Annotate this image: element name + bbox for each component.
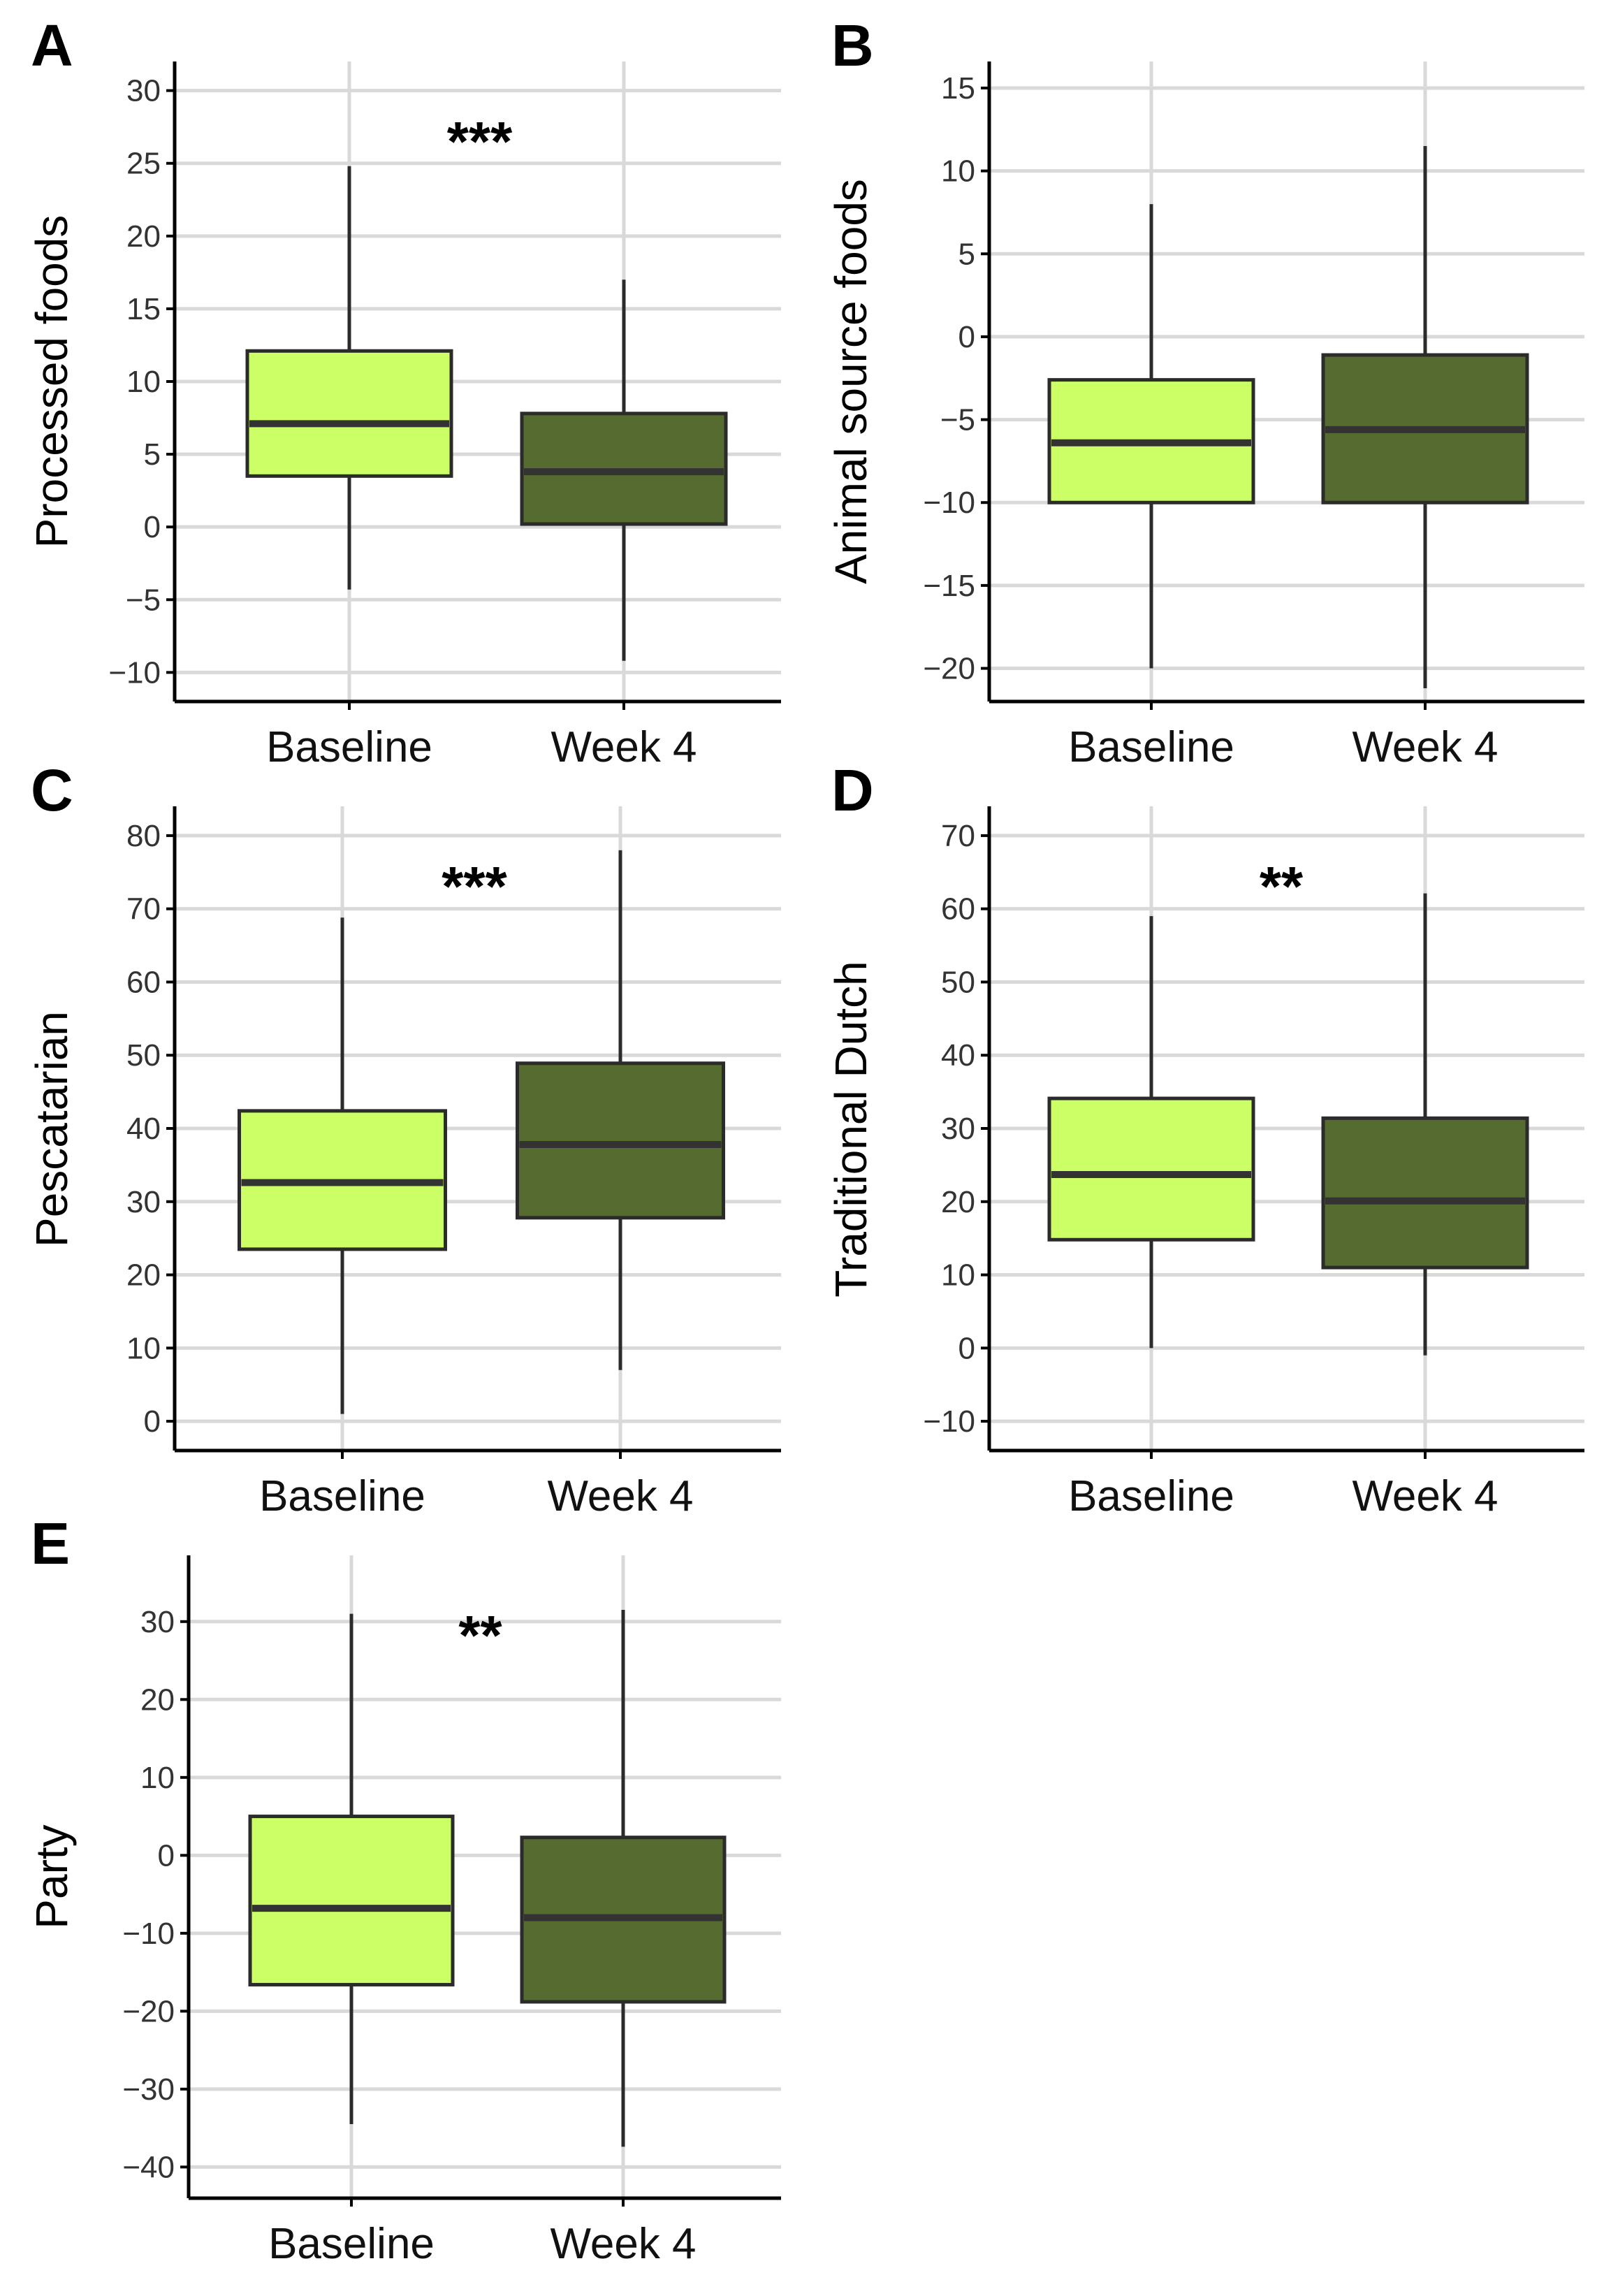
x-tick-label: Week 4 (1352, 723, 1498, 771)
panels: −10 −5 0 5 10 15 20 25 30 Baseline Week 4 Processed… (27, 13, 1584, 2268)
iqr-box (245, 349, 453, 478)
y-tick-label: 40 (126, 1112, 161, 1146)
y-tick-label: 5 (144, 437, 161, 472)
panel-a: −10 −5 0 5 10 15 20 25 30 Baseline Week 4 Processed… (27, 13, 781, 771)
box-week4 (520, 1610, 727, 2147)
y-tick-label: −30 (122, 2072, 175, 2107)
x-tick-label: Week 4 (547, 1472, 693, 1520)
y-axis-label: Pescatarian (27, 1011, 77, 1247)
x-tick-label: Week 4 (1352, 1472, 1498, 1520)
significance-marker: *** (447, 110, 513, 173)
box-week4 (520, 279, 728, 661)
iqr-box (248, 1815, 455, 1986)
y-tick-label: 15 (941, 71, 975, 106)
y-tick-label: 0 (144, 510, 161, 544)
significance-marker: ** (1260, 855, 1304, 917)
y-tick-label: 30 (126, 1185, 161, 1219)
iqr-box (1047, 1096, 1255, 1242)
y-tick-label: 60 (126, 965, 161, 999)
box-baseline (245, 166, 453, 590)
y-tick-label: 70 (941, 819, 975, 853)
y-tick-label: 10 (126, 365, 161, 399)
box-baseline (1047, 916, 1255, 1349)
panel-letter: D (831, 757, 874, 823)
y-tick-label: 80 (126, 819, 161, 853)
y-tick-label: 10 (126, 1331, 161, 1365)
y-tick-label: 0 (958, 320, 975, 354)
y-tick-label: 0 (958, 1331, 975, 1365)
iqr-box (516, 1061, 725, 1220)
y-tick-label: 10 (941, 1258, 975, 1293)
y-tick-label: −15 (923, 569, 975, 603)
y-tick-label: −10 (108, 655, 161, 690)
y-tick-label: 30 (941, 1112, 975, 1146)
y-tick-label: 40 (941, 1038, 975, 1073)
y-tick-label: −20 (122, 1994, 175, 2028)
y-tick-label: −5 (126, 583, 161, 617)
y-tick-label: 10 (140, 1761, 175, 1795)
y-tick-label: 50 (941, 965, 975, 999)
y-axis-label: Animal source foods (826, 179, 876, 584)
panel-letter: B (831, 13, 874, 78)
y-axis-label: Processed foods (27, 215, 77, 548)
significance-marker: *** (442, 855, 507, 917)
y-tick-label: −10 (923, 486, 975, 520)
box-week4 (1321, 893, 1529, 1356)
x-tick-label: Baseline (259, 1472, 425, 1520)
x-tick-label: Baseline (268, 2220, 435, 2268)
x-tick-label: Week 4 (550, 2220, 696, 2268)
y-tick-label: −20 (923, 652, 975, 686)
panel-e: −40 −30 −20 −10 0 10 20 30 Baseline Week 4 Party E *… (27, 1511, 781, 2268)
y-tick-label: −10 (122, 1917, 175, 1951)
y-tick-label: 15 (126, 292, 161, 326)
panel-letter: C (31, 757, 73, 823)
y-tick-label: 20 (140, 1683, 175, 1717)
y-tick-label: 0 (144, 1404, 161, 1439)
y-tick-label: −10 (923, 1404, 975, 1439)
y-tick-label: 0 (158, 1838, 175, 1873)
iqr-box (1321, 1116, 1529, 1270)
y-axis-label: Party (27, 1824, 77, 1928)
box-week4 (516, 850, 725, 1370)
x-tick-label: Baseline (266, 723, 432, 771)
y-tick-label: −5 (940, 403, 975, 437)
y-tick-label: 30 (126, 74, 161, 108)
y-tick-label: 60 (941, 892, 975, 927)
panel-d: −10 0 10 20 30 40 50 60 70 Baseline Week 4 Traditio… (826, 757, 1584, 1520)
y-tick-label: 25 (126, 147, 161, 181)
box-baseline (238, 917, 447, 1414)
panel-letter: A (31, 13, 73, 78)
y-tick-label: 50 (126, 1038, 161, 1073)
y-tick-label: 10 (941, 154, 975, 189)
y-tick-label: 20 (126, 1258, 161, 1293)
panel-c: 0 10 20 30 40 50 60 70 80 Baseline Week 4 Pescatari… (27, 757, 781, 1520)
box-baseline (1047, 204, 1255, 669)
x-tick-label: Baseline (1068, 1472, 1234, 1520)
y-axis-label: Traditional Dutch (826, 961, 876, 1297)
y-tick-label: 20 (126, 219, 161, 254)
y-tick-label: −40 (122, 2150, 175, 2184)
y-tick-label: 30 (140, 1605, 175, 1639)
y-tick-label: 70 (126, 892, 161, 927)
significance-marker: ** (458, 1604, 502, 1666)
x-tick-label: Week 4 (551, 723, 697, 771)
y-tick-label: 5 (958, 237, 975, 271)
box-week4 (1321, 146, 1529, 689)
panel-b: −20 −15 −10 −5 0 5 10 15 Baseline Week 4 Animal so… (826, 13, 1584, 771)
x-tick-label: Baseline (1068, 723, 1234, 771)
panel-letter: E (31, 1511, 70, 1576)
y-tick-label: 20 (941, 1185, 975, 1219)
box-baseline (248, 1613, 455, 2125)
